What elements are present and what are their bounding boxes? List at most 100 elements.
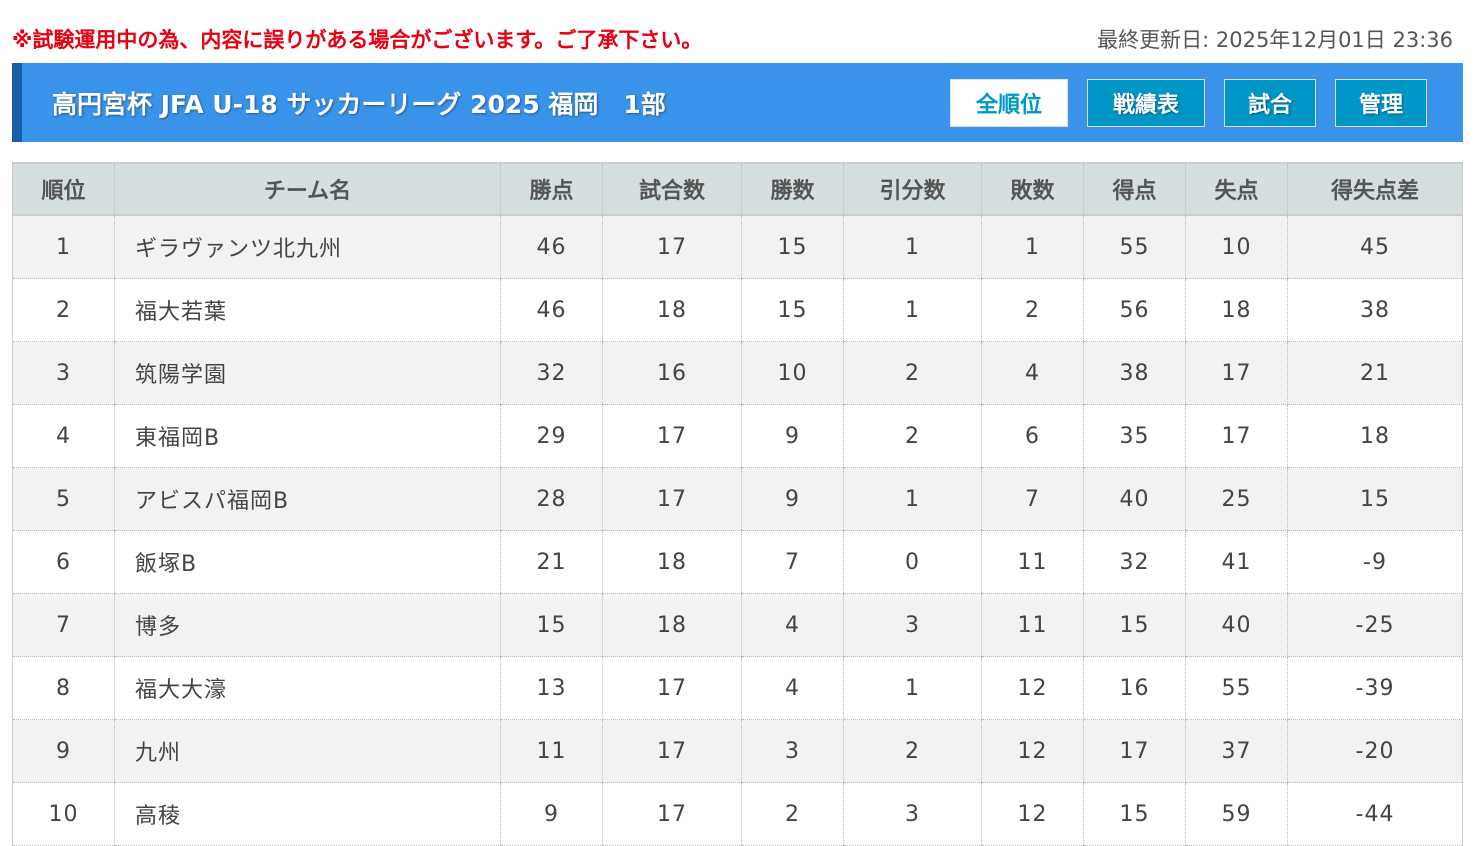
table-cell: 38: [1083, 341, 1186, 405]
table-cell: 17: [602, 656, 742, 720]
column-header: 引分数: [843, 162, 982, 216]
table-cell: 0: [843, 530, 982, 594]
column-header: 失点: [1185, 162, 1288, 216]
table-cell: 7: [981, 467, 1084, 531]
table-cell: 9: [12, 719, 115, 783]
table-cell: 1: [981, 215, 1084, 279]
table-cell: 10: [12, 782, 115, 846]
table-cell: 18: [1185, 278, 1288, 342]
table-row: 8 福大大濠 13 17 4 1 12 16 55 -39: [12, 656, 1463, 720]
table-cell: 40: [1185, 593, 1288, 657]
table-cell: 3: [843, 782, 982, 846]
table-cell: 16: [602, 341, 742, 405]
table-cell: 1: [843, 467, 982, 531]
column-header: 得失点差: [1287, 162, 1463, 216]
table-cell: 12: [981, 719, 1084, 783]
team-name-cell: 九州: [114, 719, 501, 783]
table-cell: 12: [981, 782, 1084, 846]
table-cell: 11: [981, 530, 1084, 594]
table-row: 7 博多 15 18 4 3 11 15 40 -25: [12, 593, 1463, 657]
table-cell: 38: [1287, 278, 1463, 342]
column-header: 敗数: [981, 162, 1084, 216]
table-cell: 15: [1083, 593, 1186, 657]
table-row: 4 東福岡B 29 17 9 2 6 35 17 18: [12, 404, 1463, 468]
table-cell: 9: [741, 404, 844, 468]
table-cell: 32: [500, 341, 603, 405]
table-cell: 15: [1287, 467, 1463, 531]
table-cell: 17: [602, 404, 742, 468]
table-cell: 17: [1185, 341, 1288, 405]
results-table-button[interactable]: 戦績表: [1087, 79, 1205, 127]
table-cell: 46: [500, 215, 603, 279]
table-cell: 28: [500, 467, 603, 531]
table-cell: 29: [500, 404, 603, 468]
table-cell: 9: [741, 467, 844, 531]
table-cell: 2: [741, 782, 844, 846]
table-row: 10 高稜 9 17 2 3 12 15 59 -44: [12, 782, 1463, 846]
table-cell: 11: [500, 719, 603, 783]
table-cell: 55: [1083, 215, 1186, 279]
admin-button[interactable]: 管理: [1335, 79, 1427, 127]
table-cell: 17: [602, 719, 742, 783]
table-cell: 2: [843, 404, 982, 468]
column-header: 得点: [1083, 162, 1186, 216]
header-bar: 高円宮杯 JFA U-18 サッカーリーグ 2025 福岡 1部 全順位 戦績表…: [12, 63, 1463, 142]
trial-notice: ※試験運用中の為、内容に誤りがある場合がございます。ご了承下さい。: [12, 28, 703, 52]
table-cell: 6: [12, 530, 115, 594]
table-cell: 55: [1185, 656, 1288, 720]
team-name-cell: 筑陽学園: [114, 341, 501, 405]
table-cell: -39: [1287, 656, 1463, 720]
table-cell: 18: [602, 530, 742, 594]
table-cell: 21: [500, 530, 603, 594]
table-cell: 15: [500, 593, 603, 657]
table-cell: 15: [1083, 782, 1186, 846]
table-row: 2 福大若葉 46 18 15 1 2 56 18 38: [12, 278, 1463, 342]
team-name-cell: 東福岡B: [114, 404, 501, 468]
column-header: 勝数: [741, 162, 844, 216]
table-cell: 11: [981, 593, 1084, 657]
table-cell: 17: [602, 215, 742, 279]
table-cell: -20: [1287, 719, 1463, 783]
table-cell: 3: [741, 719, 844, 783]
team-name-cell: ギラヴァンツ北九州: [114, 215, 501, 279]
table-cell: 10: [741, 341, 844, 405]
team-name-cell: 福大大濠: [114, 656, 501, 720]
table-cell: 25: [1185, 467, 1288, 531]
table-cell: 7: [741, 530, 844, 594]
table-cell: 1: [843, 215, 982, 279]
table-cell: 5: [12, 467, 115, 531]
table-cell: 17: [602, 467, 742, 531]
table-cell: 9: [500, 782, 603, 846]
table-cell: 56: [1083, 278, 1186, 342]
table-row: 5 アビスパ福岡B 28 17 9 1 7 40 25 15: [12, 467, 1463, 531]
team-name-cell: アビスパ福岡B: [114, 467, 501, 531]
table-cell: 46: [500, 278, 603, 342]
table-cell: 3: [843, 593, 982, 657]
table-cell: 4: [981, 341, 1084, 405]
table-cell: 8: [12, 656, 115, 720]
table-cell: 15: [741, 278, 844, 342]
table-cell: 35: [1083, 404, 1186, 468]
table-cell: 2: [981, 278, 1084, 342]
table-cell: 17: [602, 782, 742, 846]
table-cell: 1: [843, 278, 982, 342]
table-cell: 10: [1185, 215, 1288, 279]
page-title: 高円宮杯 JFA U-18 サッカーリーグ 2025 福岡 1部: [52, 90, 666, 119]
table-row: 3 筑陽学園 32 16 10 2 4 38 17 21: [12, 341, 1463, 405]
table-cell: 4: [12, 404, 115, 468]
table-cell: 17: [1083, 719, 1186, 783]
table-row: 1 ギラヴァンツ北九州 46 17 15 1 1 55 10 45: [12, 215, 1463, 279]
table-cell: -44: [1287, 782, 1463, 846]
all-standings-button[interactable]: 全順位: [950, 79, 1068, 127]
column-header: 試合数: [602, 162, 742, 216]
table-cell: 18: [1287, 404, 1463, 468]
table-cell: 4: [741, 593, 844, 657]
table-cell: 59: [1185, 782, 1288, 846]
table-cell: 4: [741, 656, 844, 720]
team-name-cell: 博多: [114, 593, 501, 657]
column-header: 勝点: [500, 162, 603, 216]
table-cell: 21: [1287, 341, 1463, 405]
matches-button[interactable]: 試合: [1224, 79, 1316, 127]
table-cell: 40: [1083, 467, 1186, 531]
table-cell: 37: [1185, 719, 1288, 783]
